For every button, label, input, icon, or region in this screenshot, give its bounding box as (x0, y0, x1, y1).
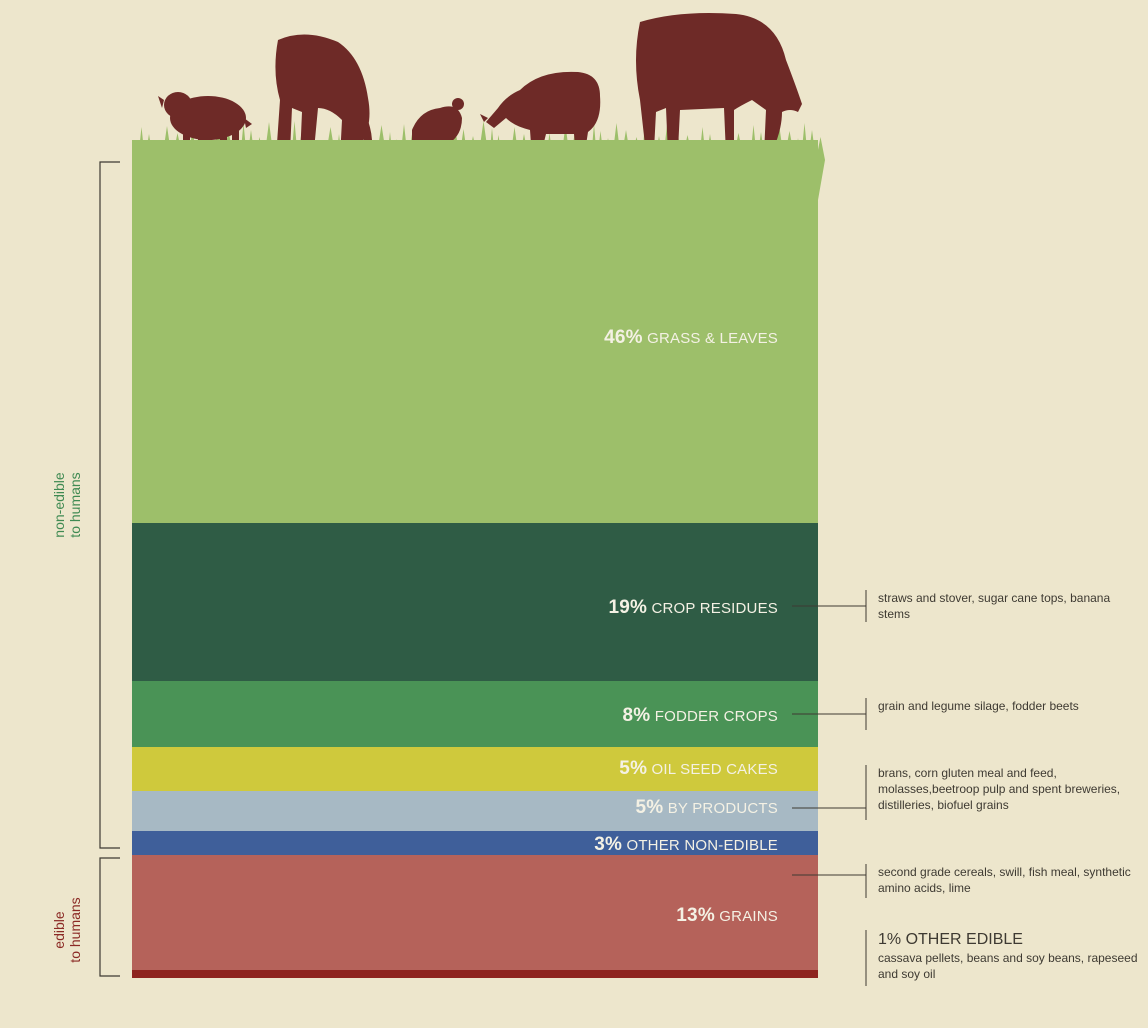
segment-name: BY PRODUCTS (663, 800, 778, 817)
group-label-line1: edible (51, 911, 67, 949)
chicken-icon (412, 98, 464, 158)
segment-name: OTHER NON-EDIBLE (622, 837, 778, 854)
segment-percent: 3% (594, 834, 623, 855)
bar-segment-grass (132, 140, 818, 523)
segment-name: GRASS & LEAVES (642, 330, 778, 347)
note-text: grain and legume silage, fodder beets (878, 699, 1079, 713)
group-label-edible: edible to humans (51, 875, 85, 985)
segment-percent: 5% (635, 797, 664, 818)
bar-segment-otheredible (132, 970, 818, 978)
note-otheredible: 1% OTHER EDIBLE cassava pellets, beans an… (878, 930, 1143, 982)
segment-name: CROP RESIDUES (647, 600, 778, 617)
note-text: cassava pellets, beans and soy beans, ra… (878, 951, 1138, 981)
goat-icon (275, 34, 372, 158)
segment-label-oilseed: 5% OIL SEED CAKES (619, 758, 778, 780)
note-title-other-edible: 1% OTHER EDIBLE (878, 931, 1023, 948)
cow-icon (636, 13, 802, 154)
note-crop: straws and stover, sugar cane tops, bana… (878, 590, 1143, 622)
bracket-non-edible (99, 161, 120, 849)
segment-percent: 19% (608, 597, 648, 618)
segment-percent: 8% (622, 705, 651, 726)
segment-name: OIL SEED CAKES (647, 761, 778, 778)
segment-label-byproducts: 5% BY PRODUCTS (635, 797, 778, 819)
note-othernon: second grade cereals, swill, fish meal, … (878, 864, 1143, 896)
segment-percent: 5% (619, 758, 648, 779)
group-brackets (99, 161, 120, 977)
note-byproducts: brans, corn gluten meal and feed, molass… (878, 765, 1143, 813)
chart-bars (132, 140, 818, 978)
segment-percent: 46% (604, 327, 643, 348)
bar-segment-grains (132, 855, 818, 970)
bar-segment-othernon (132, 831, 818, 855)
bracket-edible (99, 857, 120, 977)
segment-name: FODDER CROPS (650, 708, 778, 725)
segment-name: GRAINS (714, 908, 778, 925)
note-connectors (792, 590, 867, 986)
segment-percent: 13% (676, 905, 715, 926)
note-text: straws and stover, sugar cane tops, bana… (878, 591, 1111, 621)
sheep-icon (480, 71, 601, 158)
group-label-line2: to humans (67, 897, 83, 963)
segment-label-grains: 13% GRAINS (676, 905, 778, 927)
segment-label-fodder: 8% FODDER CROPS (623, 705, 779, 727)
bar-segment-fodder (132, 681, 818, 747)
animal-silhouettes (158, 13, 802, 160)
segment-label-othernon: 3% OTHER NON-EDIBLE (594, 834, 778, 856)
group-label-line2: to humans (67, 472, 83, 538)
note-text: second grade cereals, swill, fish meal, … (878, 865, 1131, 895)
bar-segment-oilseed (132, 747, 818, 791)
group-label-line1: non-edible (51, 472, 67, 538)
segment-label-grass: 46% GRASS & LEAVES (604, 327, 778, 349)
bar-segment-byproducts (132, 791, 818, 831)
bar-segment-crop (132, 523, 818, 681)
segment-label-crop: 19% CROP RESIDUES (608, 597, 778, 619)
group-label-non-edible: non-edible to humans (51, 450, 85, 560)
note-fodder: grain and legume silage, fodder beets (878, 698, 1143, 714)
note-text: brans, corn gluten meal and feed, molass… (878, 766, 1121, 812)
